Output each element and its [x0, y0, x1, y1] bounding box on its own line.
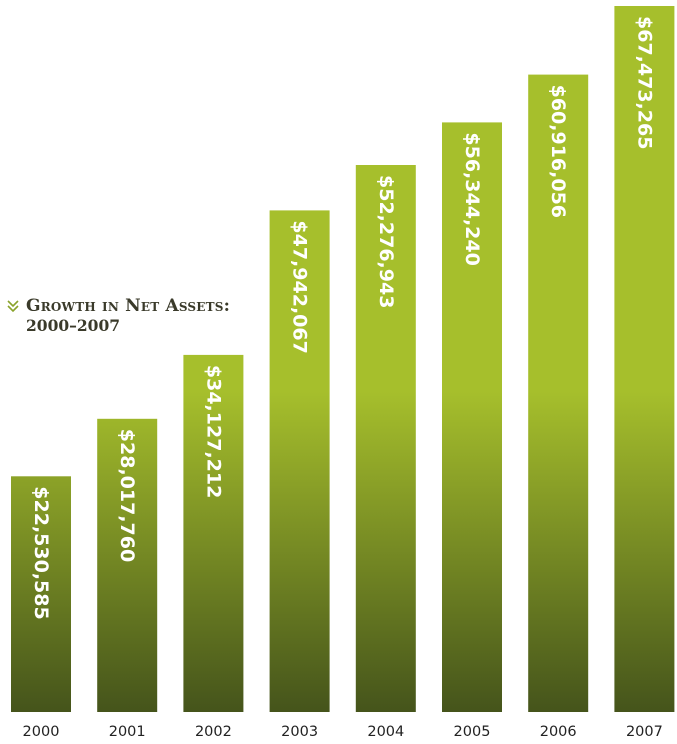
bar-value-label-2004: $52,276,943 [375, 175, 397, 308]
x-tick-2005: 2005 [454, 724, 491, 740]
chart-subtitle: 2000–2007 [26, 316, 121, 335]
x-tick-2004: 2004 [367, 724, 404, 740]
bar-value-label-2001: $28,017,760 [116, 429, 138, 562]
x-tick-2007: 2007 [626, 724, 663, 740]
bars-layer [11, 6, 675, 713]
x-tick-2001: 2001 [109, 724, 146, 740]
bar-2005 [442, 122, 502, 712]
bar-2006 [528, 74, 589, 713]
chart-title: Growth in Net Assets: [26, 296, 231, 316]
x-tick-2000: 2000 [23, 724, 60, 740]
bar-value-label-2002: $34,127,212 [202, 365, 224, 498]
bar-2001 [97, 418, 158, 712]
bar-2000 [11, 476, 71, 712]
chart-title-block: Growth in Net Assets: 2000–2007 [6, 296, 276, 336]
bar-value-label-2003: $47,942,067 [289, 220, 311, 353]
bar-value-label-2000: $22,530,585 [30, 486, 52, 619]
x-tick-2006: 2006 [540, 724, 577, 740]
bar-labels-layer: $22,530,585 $28,017,760 $34,127,212 $47,942… [30, 16, 655, 620]
bar-value-label-2005: $56,344,240 [461, 132, 483, 265]
bar-2007 [614, 6, 675, 712]
x-tick-2003: 2003 [281, 724, 318, 740]
bar-2003 [269, 210, 330, 712]
double-chevron-down-icon [7, 300, 19, 313]
bar-2004 [355, 165, 416, 712]
x-axis-ticks: 2000 2001 2002 2003 2004 2005 2006 2007 [23, 724, 663, 740]
x-tick-2002: 2002 [195, 724, 232, 740]
bar-2002 [183, 354, 244, 712]
bar-value-label-2007: $67,473,265 [633, 16, 655, 149]
bar-value-label-2006: $60,916,056 [547, 85, 569, 218]
